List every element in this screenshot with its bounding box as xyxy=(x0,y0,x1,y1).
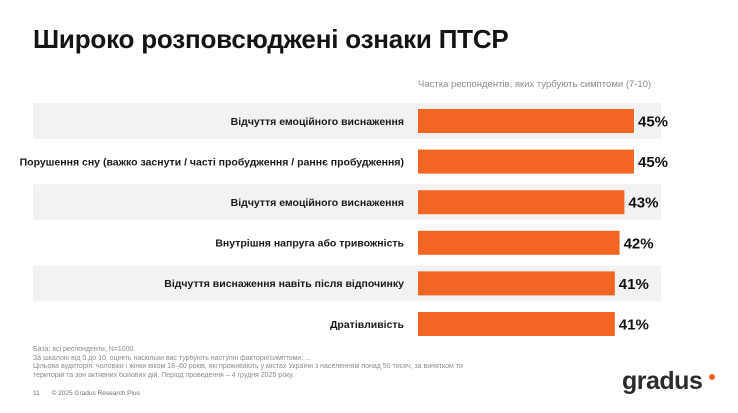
footnotes: База: всі респонденти, N=1000. За шкалою… xyxy=(33,346,463,380)
data-label: 41% xyxy=(619,276,649,293)
data-label: 41% xyxy=(619,317,649,334)
page-title: Широко розповсюджені ознаки ПТСР xyxy=(33,24,509,54)
bar xyxy=(418,190,625,215)
data-label: 45% xyxy=(638,154,668,171)
category-label: Відчуття виснаження навіть після відпочи… xyxy=(164,278,404,290)
bar xyxy=(418,109,634,133)
logo-dot-icon xyxy=(709,374,715,380)
category-label: Дратівливість xyxy=(330,319,405,331)
bar xyxy=(418,312,615,336)
category-label: Порушення сну (важко заснути / часті про… xyxy=(20,156,404,168)
bar xyxy=(418,149,634,174)
data-label: 42% xyxy=(624,235,654,252)
page-number: 11 xyxy=(33,390,40,397)
category-label: Внутрішня напруга або тривожність xyxy=(215,238,404,250)
category-label: Відчуття емоційного виснаження xyxy=(231,116,404,128)
footnote-base: База: всі респонденти, N=1000. xyxy=(33,346,136,353)
gradus-logo: gradus xyxy=(622,367,703,395)
footnote-question: За шкалою від 0 до 10, оцініть наскільки… xyxy=(33,354,312,362)
data-label: 43% xyxy=(628,195,658,212)
category-label: Відчуття емоційного виснаження xyxy=(231,197,404,209)
footnote-audience: Цільова аудиторія: чоловіки і жінки віко… xyxy=(33,363,463,371)
copyright: © 2025 Gradus Research Plus xyxy=(51,390,140,397)
bar xyxy=(418,271,615,296)
data-label: 45% xyxy=(638,114,668,131)
page-footer: 11 © 2025 Gradus Research Plus xyxy=(33,390,150,397)
bar xyxy=(418,230,620,255)
footnote-period: територій та зон активних бойових дій. П… xyxy=(33,371,294,379)
chart-subtitle: Частка респондентів, яких турбують симпт… xyxy=(418,79,652,90)
